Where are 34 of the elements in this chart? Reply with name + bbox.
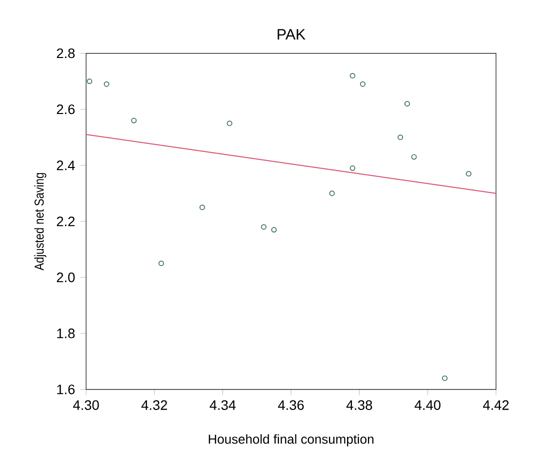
point xyxy=(199,204,205,210)
point xyxy=(271,226,277,232)
chart-title: PAK xyxy=(278,29,306,40)
y-tick-label: 2.4 xyxy=(56,160,75,170)
point xyxy=(411,154,417,160)
point xyxy=(260,224,266,230)
point xyxy=(404,100,410,106)
x-tick-label: 4.30 xyxy=(73,400,99,410)
y-tick-label: 2.8 xyxy=(56,48,75,58)
x-tick-label: 4.36 xyxy=(278,400,304,410)
y-tick-label: 1.8 xyxy=(57,328,75,338)
point xyxy=(131,118,137,124)
point xyxy=(466,170,472,176)
x-tick-label: 4.40 xyxy=(414,400,440,410)
x-tick-label: 4.38 xyxy=(346,400,372,410)
x-tick-label: 4.32 xyxy=(141,400,168,410)
point xyxy=(360,81,366,87)
x-tick-label: 4.42 xyxy=(483,400,509,410)
point xyxy=(104,81,110,87)
point xyxy=(158,260,164,266)
point xyxy=(350,72,356,78)
point xyxy=(442,375,448,381)
x-tick-label: 4.34 xyxy=(210,400,236,410)
y-tick-label: 2.6 xyxy=(56,104,75,114)
y-tick-label: 2.0 xyxy=(56,272,75,282)
x-axis-title: Household final consumption xyxy=(208,434,374,446)
point xyxy=(398,134,404,140)
y-axis-title: Adjusted net Saving xyxy=(34,172,46,270)
point xyxy=(350,165,356,171)
point xyxy=(86,78,92,84)
y-tick-label: 2.2 xyxy=(56,216,75,226)
y-tick-label: 1.6 xyxy=(57,384,75,394)
point xyxy=(329,190,335,196)
point xyxy=(226,120,232,126)
